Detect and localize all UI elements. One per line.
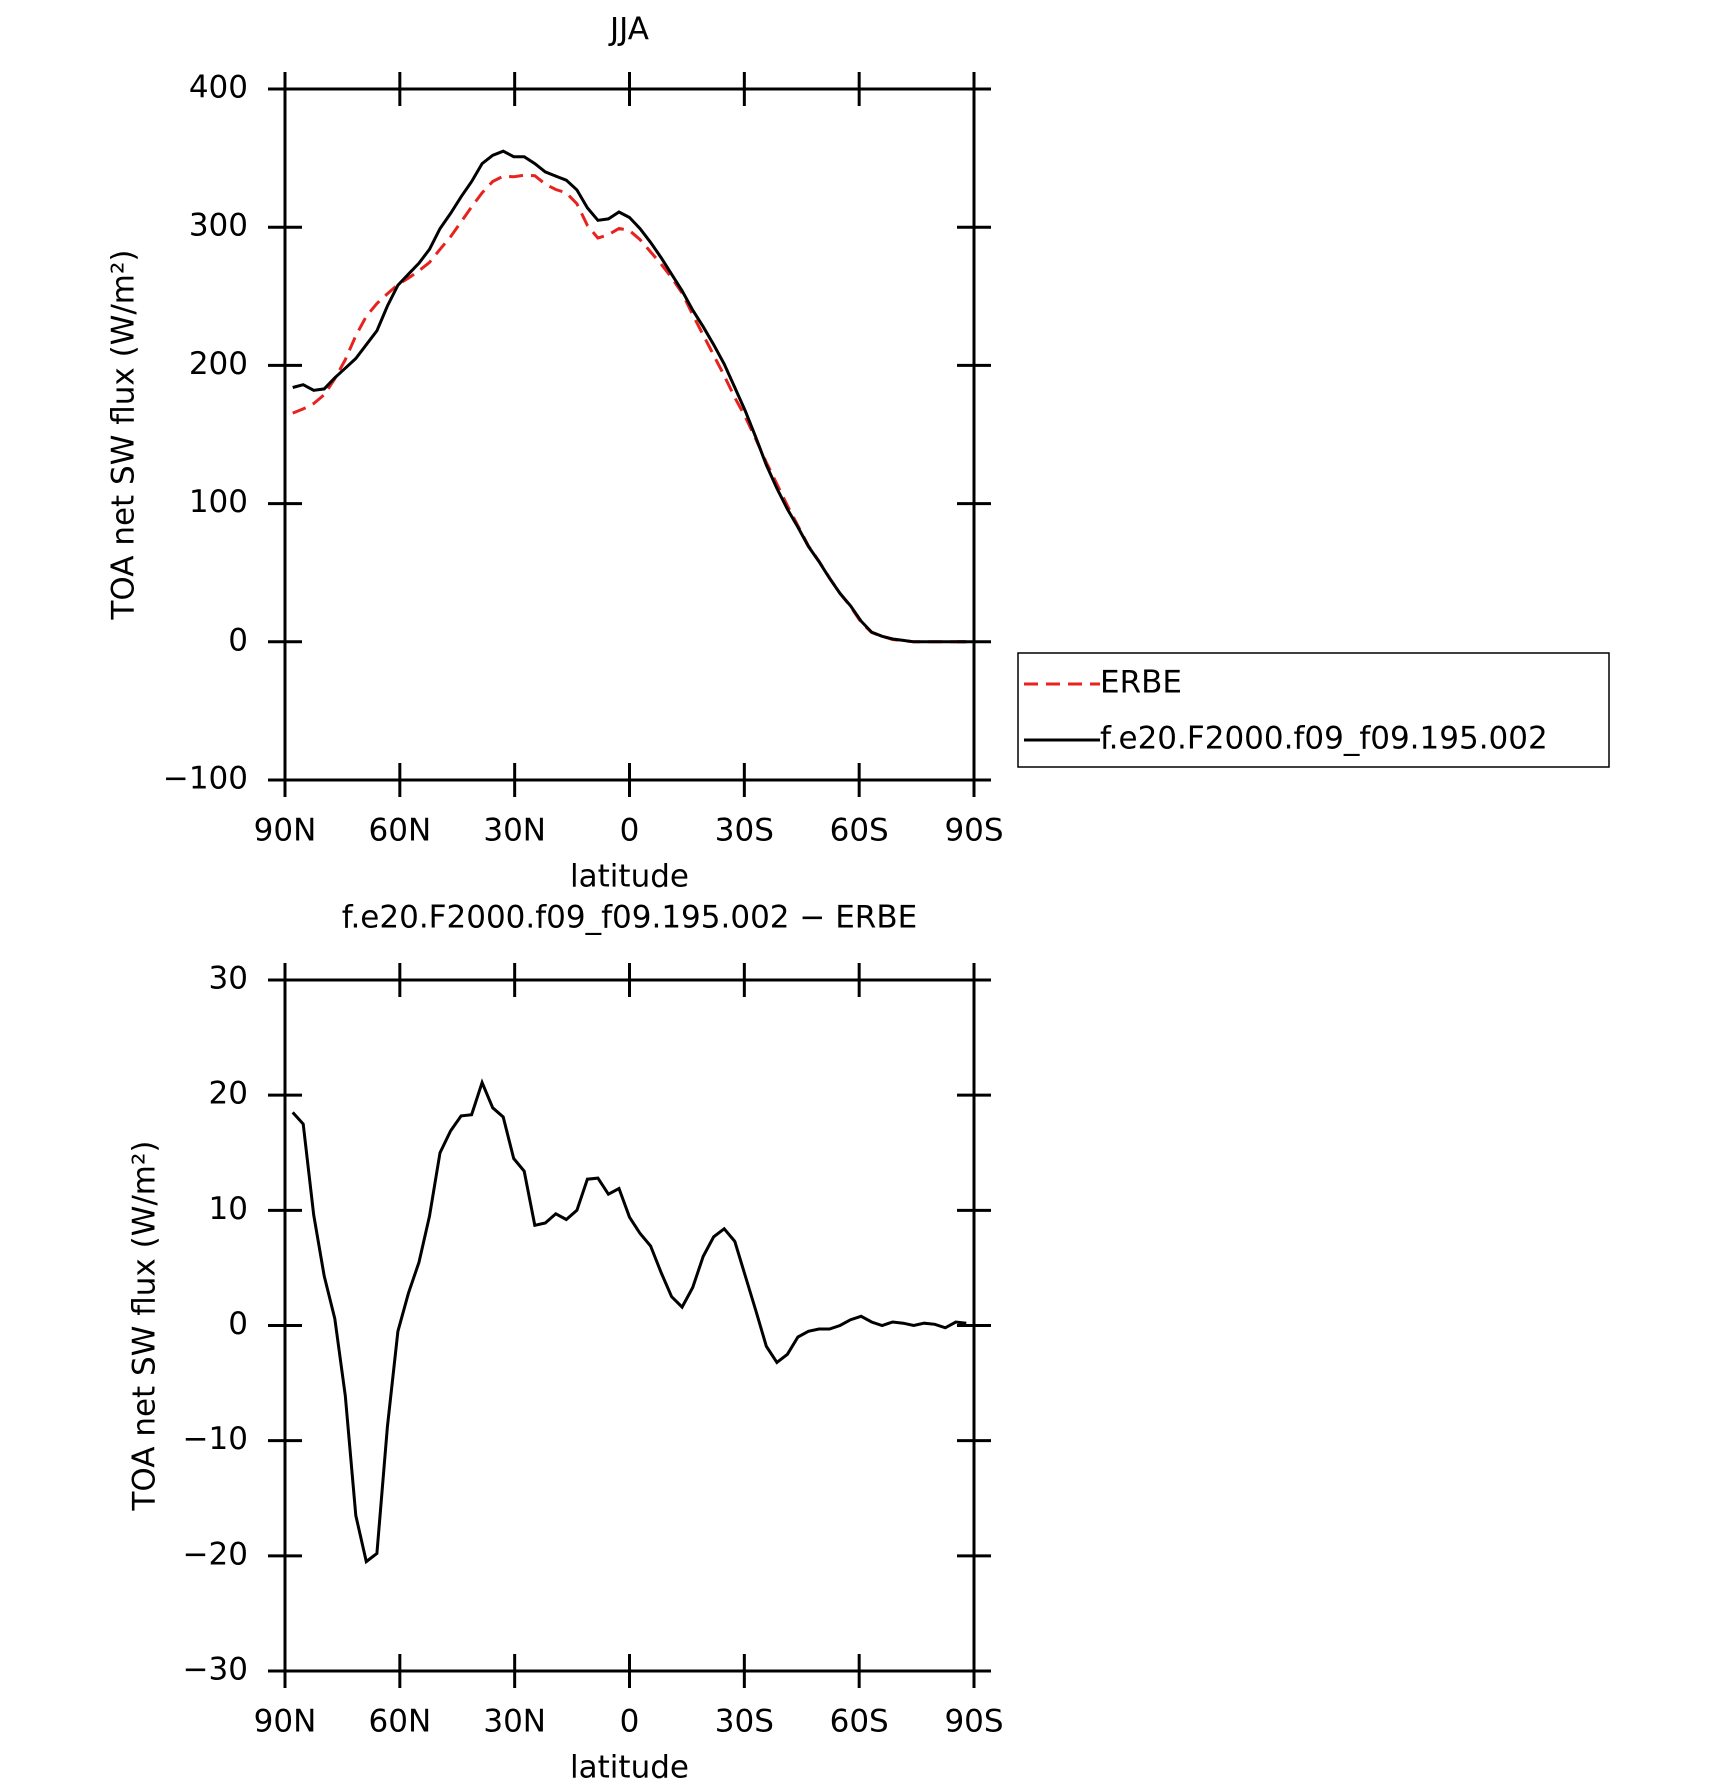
x-tick-label: 90S <box>944 813 1003 849</box>
x-tick-label: 60N <box>369 813 432 849</box>
y-tick-label: 10 <box>209 1191 248 1227</box>
y-tick-label: 0 <box>228 622 248 658</box>
x-tick-label: 90S <box>944 1704 1003 1740</box>
chart-title: f.e20.F2000.f09_f09.195.002 − ERBE <box>342 900 917 936</box>
y-tick-label: 30 <box>209 961 248 997</box>
x-tick-label: 30S <box>715 813 774 849</box>
y-tick-label: −100 <box>163 761 248 797</box>
data-line <box>292 149 967 644</box>
x-tick-label: 90N <box>254 813 317 849</box>
y-tick-label: −10 <box>183 1421 248 1457</box>
plot-frame <box>283 978 976 1673</box>
x-tick-label: 0 <box>620 1704 640 1740</box>
data-line <box>292 173 967 644</box>
chart-title: JJA <box>608 12 649 48</box>
x-tick-label: 60S <box>830 1704 889 1740</box>
x-tick-label: 30S <box>715 1704 774 1740</box>
y-tick-label: 400 <box>189 70 248 106</box>
y-tick-label: 20 <box>209 1076 248 1112</box>
y-tick-label: −30 <box>183 1652 248 1688</box>
y-axis-label: TOA net SW flux (W/m²) <box>127 1140 163 1511</box>
x-tick-label: 60S <box>830 813 889 849</box>
x-tick-label: 0 <box>620 813 640 849</box>
x-tick-label: 30N <box>483 1704 546 1740</box>
y-tick-label: 100 <box>189 484 248 520</box>
x-tick-label: 30N <box>483 813 546 849</box>
data-line <box>291 1078 967 1565</box>
x-tick-label: 60N <box>369 1704 432 1740</box>
x-axis-label: latitude <box>570 859 689 895</box>
y-axis-label: TOA net SW flux (W/m²) <box>106 249 142 620</box>
y-tick-label: −20 <box>183 1536 248 1572</box>
plot-frame <box>283 87 976 782</box>
x-axis-label: latitude <box>570 1750 689 1783</box>
x-tick-label: 90N <box>254 1704 317 1740</box>
legend-box <box>1017 652 1610 768</box>
y-tick-label: 0 <box>228 1306 248 1342</box>
y-tick-label: 200 <box>189 346 248 382</box>
legend-label: ERBE <box>1100 665 1182 701</box>
legend-label: f.e20.F2000.f09_f09.195.002 <box>1100 721 1548 757</box>
y-tick-label: 300 <box>189 208 248 244</box>
